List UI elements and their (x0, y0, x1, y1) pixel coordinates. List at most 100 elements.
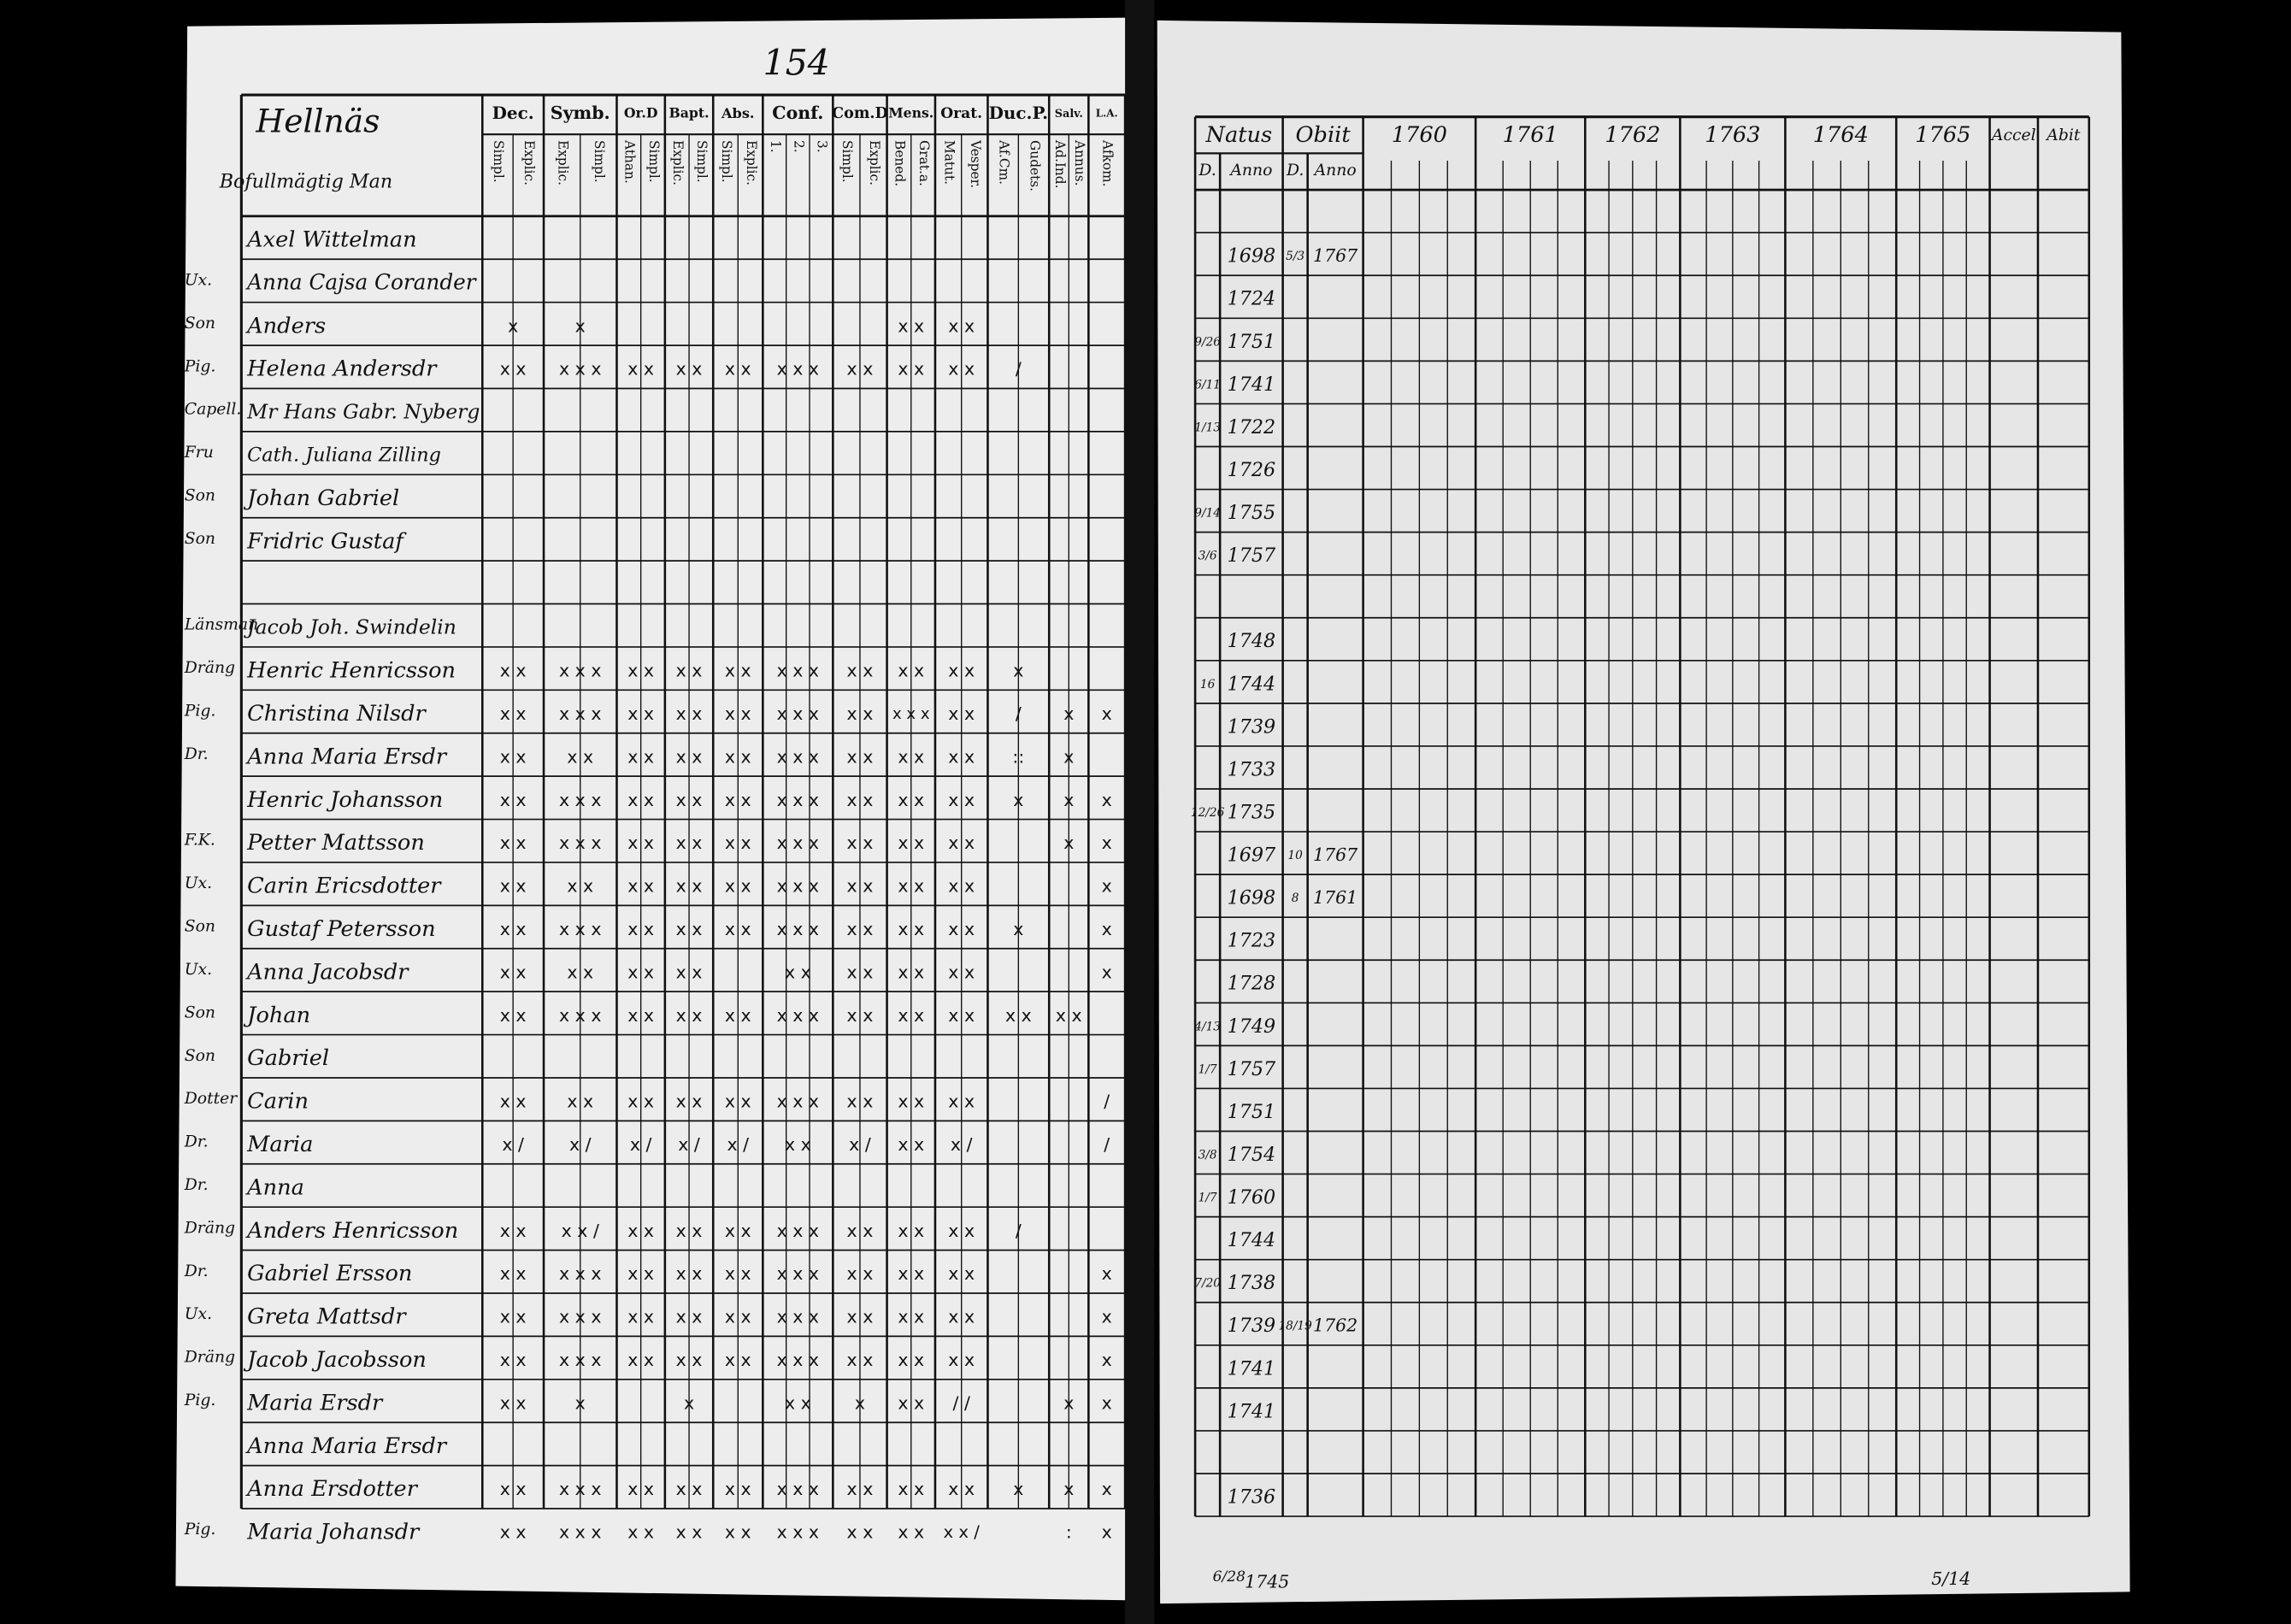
exam-mark: x (1063, 1392, 1074, 1413)
exam-mark: x x (847, 1350, 874, 1370)
exam-mark: x x (676, 1221, 703, 1241)
exam-mark: x x (898, 1221, 924, 1241)
exam-mark: x x (627, 703, 654, 724)
register-entry: 1741 (1228, 374, 1276, 396)
exam-mark: x x (627, 833, 654, 853)
row-relation: Son (185, 487, 215, 505)
register-entry: 1728 (1228, 973, 1276, 995)
column-header: 1764 (1813, 122, 1869, 148)
exam-mark: x x (898, 919, 924, 939)
column-header: 1765 (1915, 122, 1970, 148)
register-entry: 1733 (1228, 758, 1276, 780)
register-entry: 1767 (1313, 844, 1358, 865)
column-header: Abs. (721, 105, 754, 121)
person-name: Gustaf Petersson (247, 916, 435, 942)
exam-mark: x x (847, 359, 874, 380)
person-name: Anders (245, 313, 326, 338)
person-name: Henric Johansson (246, 787, 443, 813)
column-subheader: Vesper. (968, 139, 983, 188)
exam-mark: x (684, 1392, 694, 1413)
person-name: Gabriel (247, 1045, 329, 1071)
column-header: Or.D (624, 104, 657, 121)
register-entry: 1739 (1228, 1315, 1276, 1337)
exam-mark: x (1063, 833, 1074, 853)
column-header: 1760 (1392, 122, 1447, 148)
exam-mark: x x (948, 833, 975, 853)
person-name: Anna Cajsa Corander (245, 269, 478, 294)
exam-mark: x x (676, 661, 703, 681)
exam-mark: x x (627, 746, 654, 767)
exam-mark: x x (847, 1479, 874, 1499)
column-header: Accel (1990, 127, 2036, 144)
exam-mark: x x (676, 962, 703, 982)
exam-mark: x / (502, 1134, 524, 1155)
register-entry: 1762 (1313, 1315, 1358, 1336)
exam-mark: x x x (777, 833, 819, 853)
exam-mark: x (1063, 746, 1074, 767)
exam-mark: x (1102, 1263, 1112, 1284)
exam-mark: x x (676, 1263, 703, 1284)
exam-mark: x x x (559, 661, 601, 681)
column-subheader: Gudets. (1027, 140, 1042, 191)
exam-mark: x / (569, 1134, 592, 1155)
column-subheader: Explic. (670, 140, 686, 185)
exam-mark: x x x (777, 746, 819, 767)
register-entry: 3/8 (1199, 1148, 1217, 1162)
column-header: Dec. (492, 103, 534, 123)
exam-mark: x x x (559, 1479, 601, 1499)
exam-mark: x x (627, 919, 654, 939)
register-entry: 9/14 (1194, 507, 1221, 521)
exam-mark: x / (630, 1134, 652, 1155)
exam-mark: x x (898, 790, 924, 810)
register-entry: 1767 (1313, 245, 1358, 266)
exam-mark: x x (948, 1350, 975, 1370)
exam-mark: x x (500, 962, 527, 982)
exam-mark: x x (500, 1479, 527, 1499)
exam-mark: x x (725, 661, 751, 681)
exam-mark: x / (849, 1134, 871, 1155)
exam-mark: x x (500, 1307, 527, 1327)
register-entry: 1726 (1228, 459, 1276, 481)
exam-mark: x x (948, 1479, 975, 1499)
column-subheader: Simpl. (491, 140, 506, 183)
exam-mark: x x (948, 1307, 975, 1327)
exam-mark: x x (725, 919, 751, 939)
person-name: Axel Wittelman (245, 227, 416, 252)
register-entry: 1736 (1228, 1486, 1276, 1508)
exam-mark: x x (500, 661, 527, 681)
exam-mark: x (855, 1392, 865, 1413)
exam-mark: x x (567, 746, 593, 767)
exam-mark: x x (898, 1307, 924, 1327)
person-name: Petter Mattsson (246, 830, 425, 856)
row-relation: Dräng (184, 1349, 235, 1367)
row-relation: Dotter (184, 1090, 239, 1108)
exam-mark: x x (500, 833, 527, 853)
exam-mark: x (1102, 1479, 1112, 1499)
exam-mark: x x x (777, 1221, 819, 1241)
exam-mark: x x (725, 1091, 751, 1112)
exam-mark: x x (676, 876, 703, 897)
exam-mark: x x (676, 359, 703, 380)
column-subheader: Bened. (892, 140, 908, 186)
column-subheader: Simpl. (646, 140, 662, 183)
register-entry: 10 (1287, 849, 1303, 862)
exam-mark: x x (725, 876, 751, 897)
exam-mark: x (1102, 919, 1112, 939)
column-header: Abit (2045, 127, 2081, 144)
column-header: 1762 (1605, 122, 1660, 148)
exam-mark: x x (948, 661, 975, 681)
exam-mark: x (1102, 790, 1112, 810)
exam-mark: x x (948, 1091, 975, 1112)
column-subheader: 3. (815, 140, 830, 153)
column-subheader: Annus. (1072, 139, 1087, 186)
exam-mark: x x (847, 1005, 874, 1026)
exam-mark: x x x (559, 1005, 601, 1026)
register-entry: 1744 (1228, 1229, 1276, 1251)
register-entry: 1/7 (1199, 1062, 1217, 1076)
exam-mark: x x (1056, 1005, 1082, 1026)
exam-mark: x x x (559, 1307, 601, 1327)
exam-mark: x (1013, 919, 1023, 939)
row-relation: Son (185, 315, 215, 332)
exam-mark: x x (627, 661, 654, 681)
exam-mark: x x (676, 1479, 703, 1499)
